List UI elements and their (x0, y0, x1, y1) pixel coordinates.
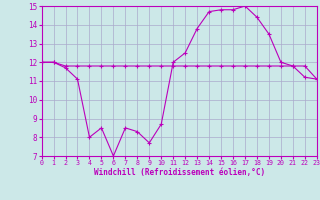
X-axis label: Windchill (Refroidissement éolien,°C): Windchill (Refroidissement éolien,°C) (94, 168, 265, 177)
